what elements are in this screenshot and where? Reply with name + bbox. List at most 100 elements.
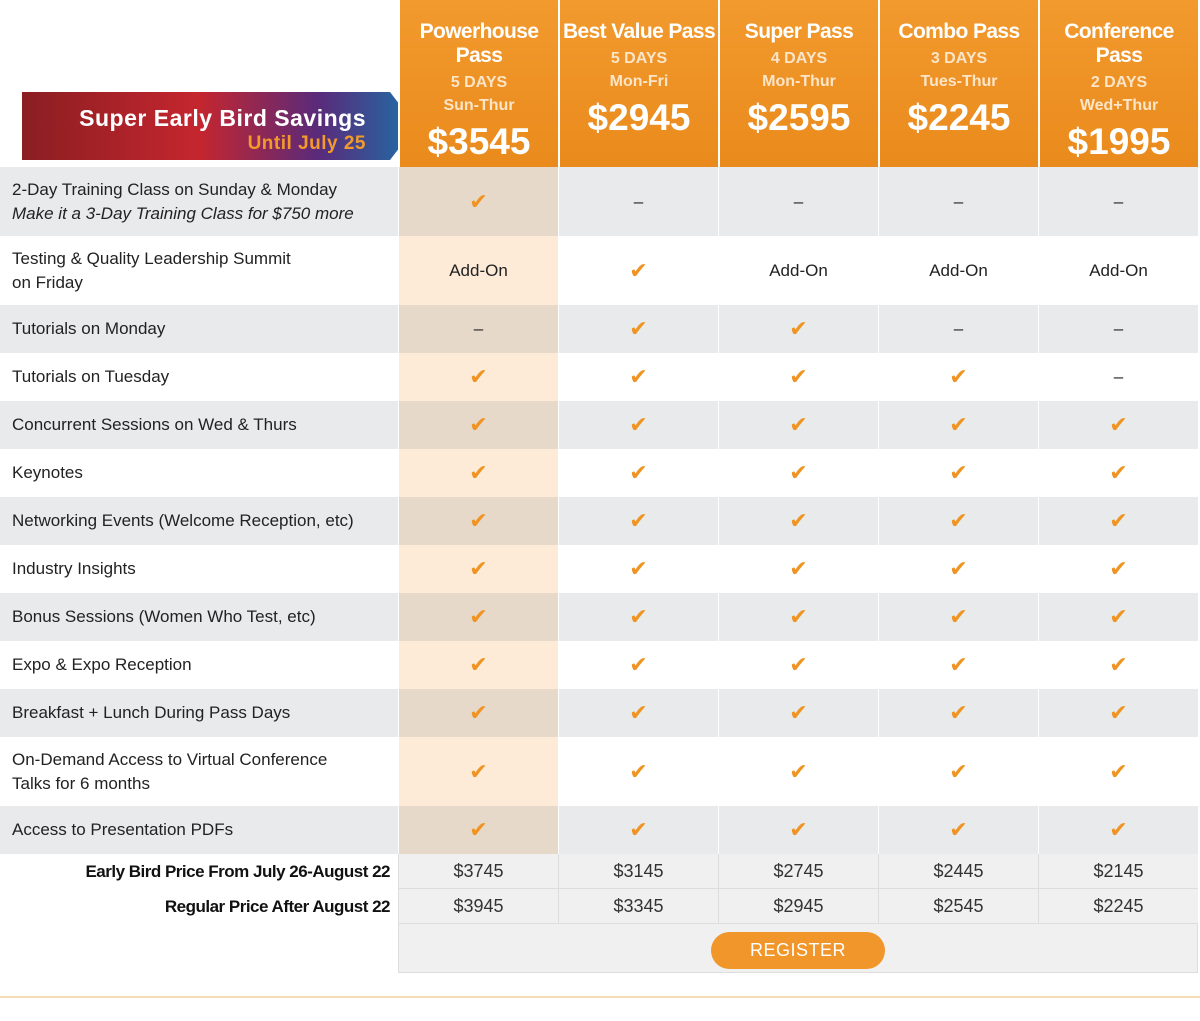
- feature-cell: ✔: [558, 737, 718, 806]
- row-bg: [0, 236, 1198, 305]
- feature-cell: ✔: [1038, 593, 1198, 641]
- feature-cell: –: [558, 167, 718, 236]
- feature-cell: Add-On: [878, 236, 1038, 305]
- feature-cell: ✔: [878, 401, 1038, 449]
- banner-subtitle: Until July 25: [247, 133, 366, 154]
- plan-header: Super Pass 4 DAYS Mon-Thur $2595: [718, 0, 878, 167]
- feature-cell: ✔: [1038, 737, 1198, 806]
- feature-cell: Add-On: [718, 236, 878, 305]
- feature-cell: ✔: [398, 806, 558, 854]
- row-bg: [0, 167, 1198, 236]
- feature-cell: ✔: [558, 353, 718, 401]
- feature-cell: ✔: [1038, 401, 1198, 449]
- banner-title: Super Early Bird Savings: [79, 105, 366, 131]
- plan-price: $2945: [587, 97, 691, 138]
- feature-cell: ✔: [718, 689, 878, 737]
- feature-label: Networking Events (Welcome Reception, et…: [0, 497, 398, 545]
- plan-name: Super Pass: [744, 20, 854, 43]
- price-value: $3145: [558, 854, 718, 889]
- feature-label-line: On-Demand Access to Virtual Conference: [12, 749, 328, 769]
- feature-cell: ✔: [398, 641, 558, 689]
- feature-cell: ✔: [558, 806, 718, 854]
- feature-cell: ✔: [1038, 449, 1198, 497]
- feature-label-line: Tutorials on Tuesday: [12, 367, 170, 386]
- feature-cell: ✔: [558, 689, 718, 737]
- feature-cell: –: [1038, 353, 1198, 401]
- feature-cell: ✔: [398, 737, 558, 806]
- feature-label: On-Demand Access to Virtual Conference Ta…: [0, 737, 398, 806]
- row-bg: [0, 401, 1198, 449]
- row-bg: [0, 353, 1198, 401]
- feature-cell: ✔: [558, 236, 718, 305]
- feature-label-line: Talks for 6 months: [12, 773, 150, 793]
- feature-cell: ✔: [718, 641, 878, 689]
- feature-cell: ✔: [558, 449, 718, 497]
- feature-cell: ✔: [398, 545, 558, 593]
- plan-price: $2595: [747, 97, 851, 138]
- feature-cell: ✔: [398, 167, 558, 236]
- row-bg: [0, 545, 1198, 593]
- plan-days: 2 DAYS: [1090, 74, 1148, 91]
- feature-label-line: Keynotes: [12, 463, 83, 482]
- plan-range: Tues-Thur: [920, 73, 998, 90]
- row-bg: [0, 449, 1198, 497]
- feature-cell: ✔: [398, 593, 558, 641]
- feature-cell: ✔: [1038, 497, 1198, 545]
- feature-label: Expo & Expo Reception: [0, 641, 398, 689]
- plan-days: 3 DAYS: [930, 50, 988, 67]
- feature-label-line: Testing & Quality Leadership Summit: [12, 248, 291, 268]
- feature-cell: ✔: [558, 305, 718, 353]
- plan-range: Mon-Thur: [762, 73, 836, 90]
- price-row-label: Early Bird Price From July 26-August 22: [85, 861, 390, 881]
- feature-label: Concurrent Sessions on Wed & Thurs: [0, 401, 398, 449]
- plan-name: Conference Pass: [1064, 20, 1174, 67]
- feature-label: Bonus Sessions (Women Who Test, etc): [0, 593, 398, 641]
- feature-label: Testing & Quality Leadership Summit on Fr…: [0, 236, 398, 305]
- feature-cell: ✔: [558, 401, 718, 449]
- feature-label: Breakfast + Lunch During Pass Days: [0, 689, 398, 737]
- plan-name: Powerhouse Pass: [419, 20, 539, 67]
- row-bg: [0, 806, 1198, 854]
- plan-name: Combo Pass: [898, 20, 1020, 43]
- feature-cell: ✔: [718, 449, 878, 497]
- feature-label: 2-Day Training Class on Sunday & Monday M…: [0, 167, 398, 236]
- feature-cell: ✔: [718, 593, 878, 641]
- feature-cell: ✔: [398, 689, 558, 737]
- row-bg: [0, 497, 1198, 545]
- feature-cell: ✔: [878, 641, 1038, 689]
- feature-cell: –: [878, 167, 1038, 236]
- plan-header: Conference Pass 2 DAYS Wed+Thur $1995: [1038, 0, 1198, 167]
- feature-label-line: Concurrent Sessions on Wed & Thurs: [12, 415, 297, 434]
- feature-cell: ✔: [878, 545, 1038, 593]
- feature-label-line: 2-Day Training Class on Sunday & Monday: [12, 179, 338, 199]
- feature-cell: ✔: [398, 401, 558, 449]
- feature-cell: Add-On: [398, 236, 558, 305]
- feature-cell: ✔: [558, 641, 718, 689]
- feature-cell: Add-On: [1038, 236, 1198, 305]
- feature-cell: ✔: [398, 353, 558, 401]
- price-row-label: Regular Price After August 22: [164, 896, 391, 916]
- price-value: $2445: [878, 854, 1038, 889]
- feature-cell: ✔: [878, 593, 1038, 641]
- row-bg: [0, 641, 1198, 689]
- feature-label: Keynotes: [0, 449, 398, 497]
- price-value: $2145: [1038, 854, 1198, 889]
- price-value: $2545: [878, 889, 1038, 924]
- row-bg: [0, 689, 1198, 737]
- price-value: $2945: [718, 889, 878, 924]
- feature-cell: ✔: [878, 449, 1038, 497]
- feature-cell: ✔: [878, 497, 1038, 545]
- feature-cell: –: [398, 305, 558, 353]
- feature-cell: ✔: [878, 353, 1038, 401]
- feature-cell: ✔: [1038, 545, 1198, 593]
- feature-label-line: Breakfast + Lunch During Pass Days: [12, 703, 291, 722]
- plan-price: $1995: [1067, 121, 1171, 162]
- feature-cell: –: [878, 305, 1038, 353]
- price-value: $3345: [558, 889, 718, 924]
- feature-cell: ✔: [558, 593, 718, 641]
- feature-label: Industry Insights: [0, 545, 398, 593]
- register-button[interactable]: REGISTER: [711, 932, 885, 969]
- feature-label-line: Expo & Expo Reception: [12, 655, 192, 674]
- feature-cell: ✔: [398, 449, 558, 497]
